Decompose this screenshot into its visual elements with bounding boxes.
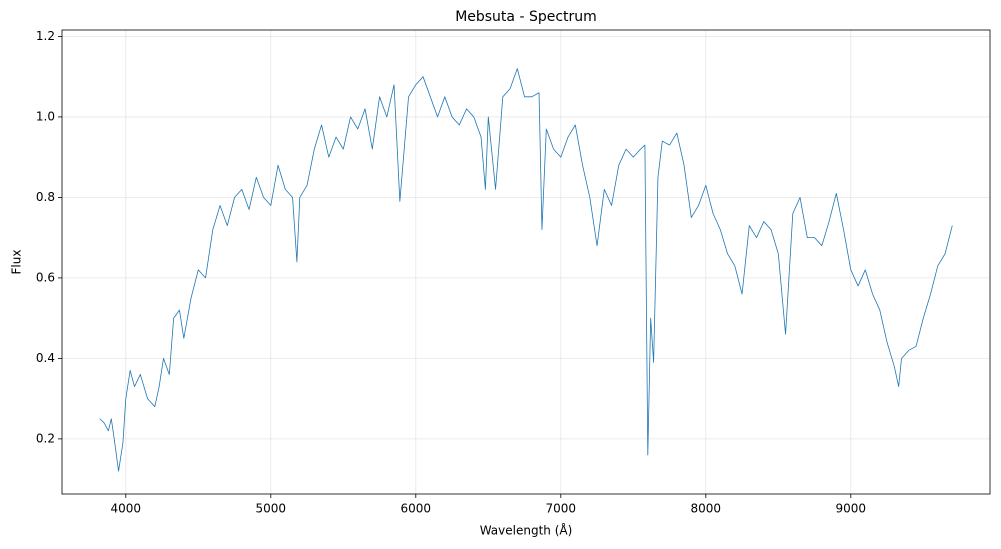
x-tick-label: 4000	[111, 502, 142, 516]
x-tick-label: 6000	[401, 502, 432, 516]
x-tick-label: 7000	[546, 502, 577, 516]
y-tick-label: 0.4	[36, 351, 55, 365]
y-tick-label: 1.0	[36, 109, 55, 123]
x-tick-label: 9000	[836, 502, 867, 516]
y-tick-label: 0.2	[36, 431, 55, 445]
x-tick-label: 5000	[256, 502, 287, 516]
spectrum-line	[99, 68, 953, 472]
y-tick-label: 1.2	[36, 29, 55, 43]
x-tick-label: 8000	[691, 502, 722, 516]
y-tick-label: 0.8	[36, 190, 55, 204]
plot-frame	[61, 29, 991, 495]
y-tick-label: 0.6	[36, 270, 55, 284]
y-axis-label: Flux	[10, 250, 24, 275]
x-axis-label: Wavelength (Å)	[480, 523, 573, 538]
chart-title: Mebsuta - Spectrum	[455, 9, 597, 25]
